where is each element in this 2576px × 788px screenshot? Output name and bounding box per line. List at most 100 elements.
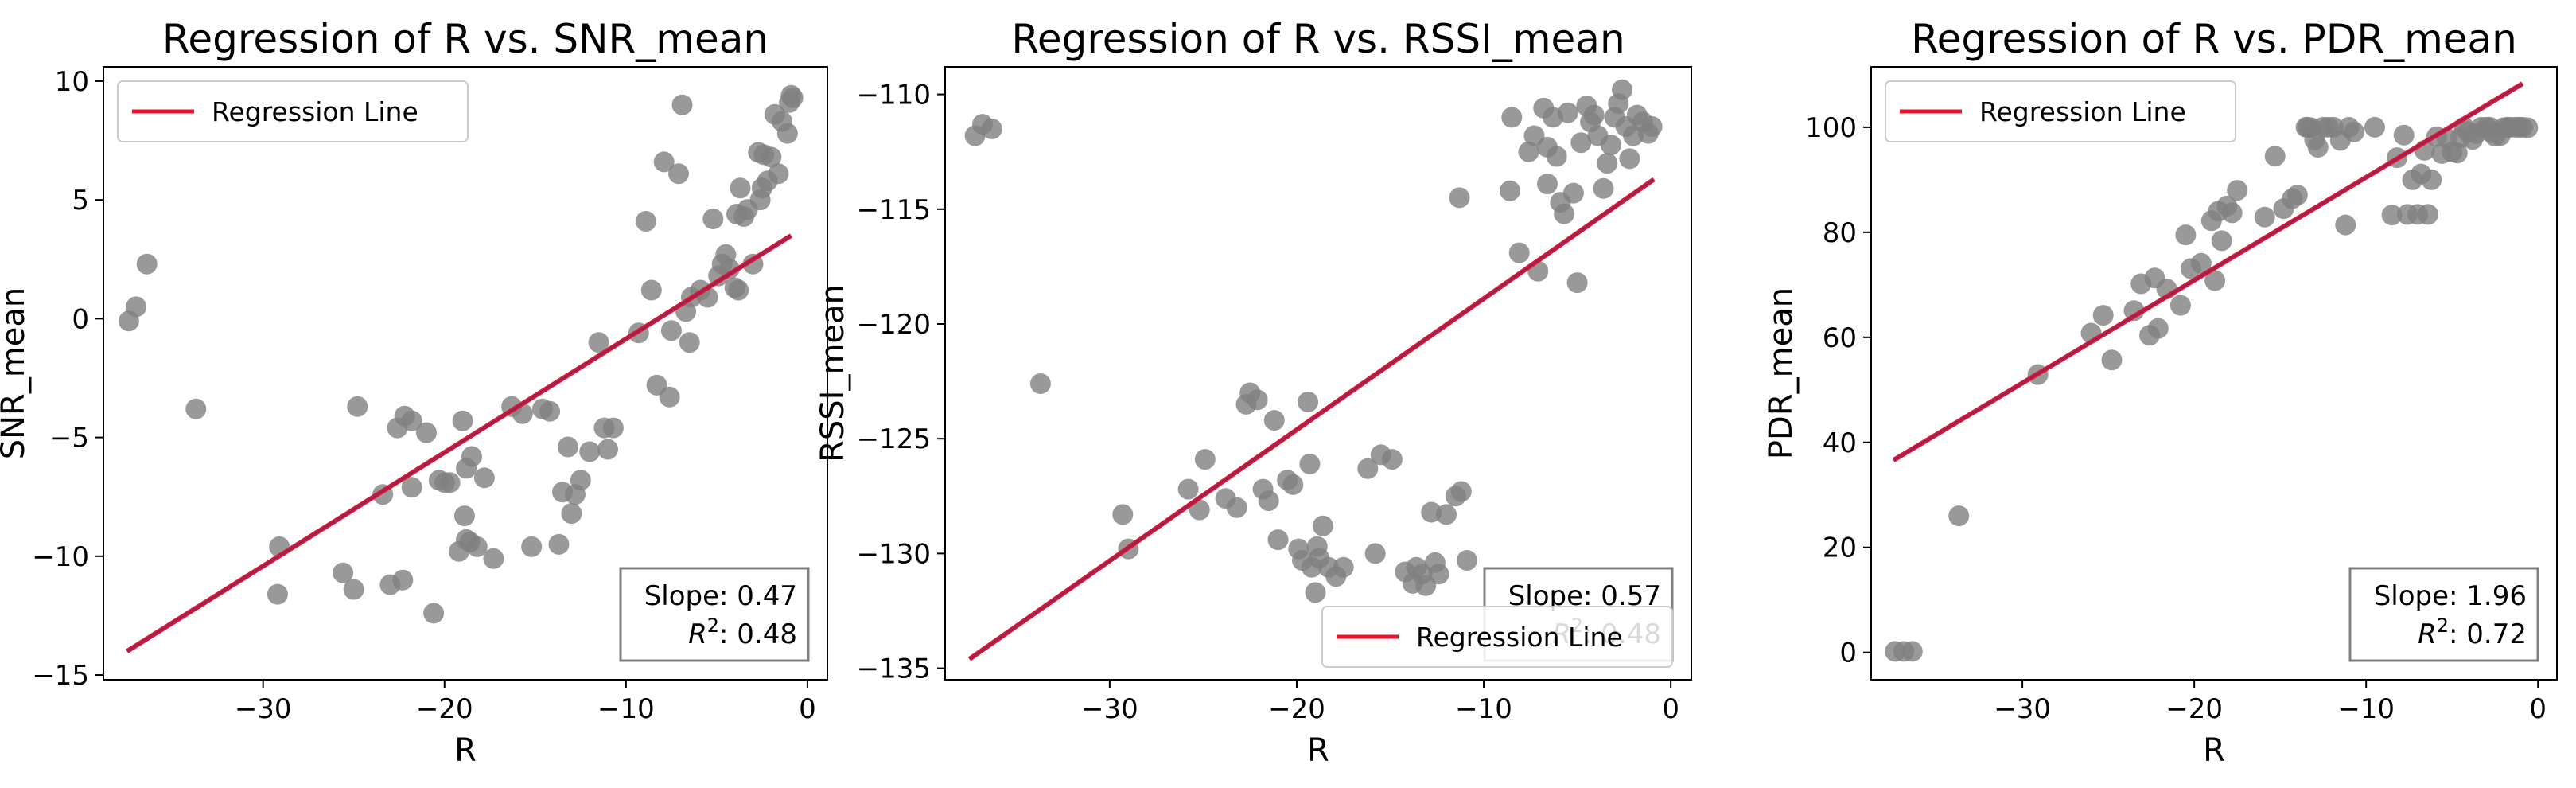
data-point — [333, 562, 354, 583]
chart-title: Regression of R vs. RSSI_mean — [1011, 16, 1625, 62]
data-point — [1298, 392, 1319, 412]
data-point — [668, 163, 689, 185]
axes-frame — [103, 66, 828, 681]
data-points — [118, 84, 804, 624]
data-point — [1258, 490, 1279, 512]
data-point — [2264, 146, 2286, 167]
x-tick-label: 0 — [2529, 693, 2547, 725]
legend: Regression Line — [117, 80, 469, 142]
y-tick-label: 0 — [72, 303, 89, 335]
data-point — [1381, 449, 1403, 470]
data-point — [671, 94, 693, 115]
data-point — [635, 211, 656, 232]
data-point — [981, 118, 1002, 139]
chart-panel-2: Regression of R vs. RSSI_mean −30 −20 −10 0 −… — [815, 16, 1692, 769]
data-point — [1557, 102, 1578, 123]
chart-panel-1: Regression of R vs. SNR_mean −30 −20 −10 0 −1… — [0, 16, 828, 769]
data-point — [453, 505, 475, 527]
data-point — [267, 583, 288, 605]
data-point — [768, 163, 789, 185]
data-point — [1436, 504, 1457, 525]
data-point — [401, 410, 422, 431]
x-tick-label: 0 — [799, 693, 816, 725]
data-point — [726, 204, 747, 224]
x-tick-label: −10 — [1455, 693, 1512, 725]
y-tick-label: 10 — [55, 66, 89, 98]
data-point — [776, 123, 798, 144]
x-axis-label: R — [2203, 732, 2225, 769]
legend-label: Regression Line — [1416, 622, 1623, 653]
data-point — [2297, 116, 2318, 138]
r2-superscript: 2 — [707, 614, 719, 637]
y-tick-label: −10 — [32, 541, 89, 573]
data-point — [597, 439, 618, 460]
data-point — [579, 441, 601, 462]
legend: Regression Line — [1885, 80, 2236, 142]
data-point — [2147, 318, 2169, 339]
data-point — [1500, 180, 1520, 201]
data-point — [1282, 474, 1304, 495]
r2-value: : 0.72 — [2449, 618, 2527, 650]
data-point — [1562, 182, 1584, 204]
data-point — [2227, 180, 2248, 201]
data-point — [548, 533, 570, 555]
r2-symbol: R — [688, 618, 707, 650]
data-point — [1247, 389, 1268, 411]
data-point — [439, 472, 461, 493]
x-tick-label: −20 — [2165, 693, 2223, 725]
data-point — [1456, 550, 1477, 571]
r2-value: : 0.48 — [719, 618, 797, 650]
r2-text: R2: 0.48 — [688, 614, 797, 650]
data-point — [660, 320, 682, 341]
y-tick-label: 0 — [1839, 638, 1857, 669]
data-point — [126, 296, 147, 318]
data-point — [702, 209, 724, 229]
x-axis-label: R — [1307, 732, 1329, 769]
x-tick-label: −30 — [235, 693, 292, 725]
data-point — [2101, 349, 2123, 371]
data-point — [2479, 116, 2500, 138]
data-point — [1600, 135, 1621, 156]
y-tick-label: −115 — [857, 194, 931, 226]
data-point — [602, 417, 624, 439]
legend-label: Regression Line — [1979, 96, 2186, 127]
x-tick-label: −30 — [1994, 693, 2051, 725]
data-point — [461, 446, 482, 467]
data-point — [1299, 453, 1321, 474]
data-point — [782, 87, 804, 108]
data-point — [640, 279, 662, 301]
data-point — [557, 436, 578, 458]
data-point — [2393, 124, 2415, 146]
slope-text: Slope: 1.96 — [2374, 580, 2527, 612]
regression-line-core — [1893, 83, 2523, 462]
data-point — [2364, 116, 2385, 138]
x-tick-label: −10 — [597, 693, 655, 725]
data-point — [1597, 153, 1618, 174]
data-point — [2286, 185, 2308, 205]
y-tick-label: 80 — [1823, 217, 1857, 249]
data-point — [653, 151, 675, 173]
chart-panel-3: Regression of R vs. PDR_mean −30 −20 −10 0 0 2… — [1763, 16, 2558, 769]
data-point — [401, 477, 422, 498]
y-axis-label: PDR_mean — [1763, 287, 1800, 459]
data-point — [1194, 449, 1216, 470]
data-point — [588, 332, 609, 353]
data-point — [521, 536, 543, 557]
data-point — [679, 332, 700, 353]
data-point — [1267, 529, 1289, 551]
y-tick-label: −110 — [857, 80, 931, 111]
data-point — [1518, 141, 1539, 162]
data-point — [452, 410, 473, 431]
y-axis-label: SNR_mean — [0, 287, 32, 460]
data-point — [2169, 295, 2191, 316]
y-tick-label: 100 — [1805, 112, 1857, 144]
stats-box-frame — [2348, 567, 2539, 662]
data-point — [1501, 107, 1523, 128]
r2-superscript: 2 — [2437, 614, 2449, 637]
regression-line — [126, 233, 792, 653]
y-tick-label: −125 — [857, 423, 931, 455]
data-point — [423, 603, 445, 624]
data-point — [761, 146, 782, 168]
